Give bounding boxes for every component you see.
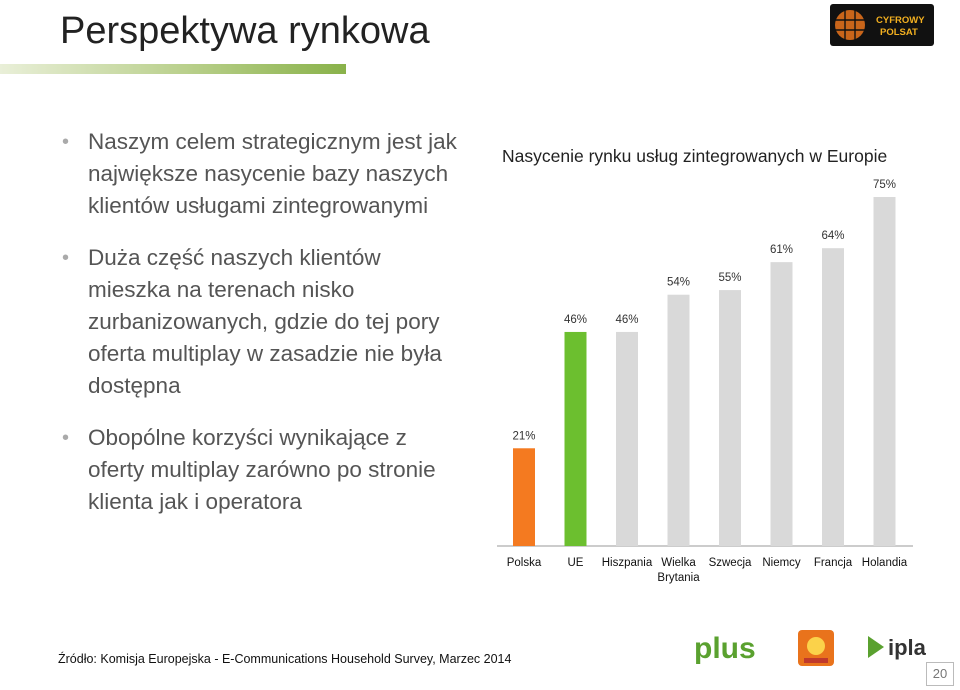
bullet-text: Naszym celem strategicznym jest jak najw… (88, 129, 457, 218)
category-label: UE (568, 557, 584, 569)
plus-logo: plus (694, 632, 756, 665)
data-label: 46% (564, 314, 587, 326)
bullet-text: Duża część naszych klientów mieszka na t… (88, 245, 442, 398)
title-underline (0, 64, 346, 74)
cp-logo-line2: POLSAT (880, 27, 918, 38)
page-number: 20 (926, 662, 954, 686)
category-label: Hiszpania (602, 557, 653, 569)
bar-ue (564, 331, 587, 546)
slide-title: Perspektywa rynkowa (60, 10, 430, 52)
ipla-logo: ipla (866, 632, 930, 662)
chart-title: Nasycenie rynku usług zintegrowanych w E… (502, 146, 888, 166)
bullet-dot-icon: • (62, 427, 70, 449)
bullet-list: • Naszym celem strategicznym jest jak naj… (62, 126, 462, 538)
category-label: Polska (507, 557, 542, 569)
bar-francja (822, 248, 844, 546)
bar-holandia (873, 197, 896, 546)
bullet-item: • Naszym celem strategicznym jest jak naj… (62, 126, 462, 222)
polsat-logo (798, 630, 834, 666)
bar-niemcy (770, 262, 793, 546)
category-label: Francja (814, 557, 853, 569)
bullet-item: • Obopólne korzyści wynikające z oferty m… (62, 422, 462, 518)
data-label: 54% (667, 277, 690, 289)
bar-polska (513, 448, 535, 546)
category-label: Holandia (862, 557, 908, 569)
bar-szwecja (719, 290, 741, 546)
bar-wielka-brytania (667, 294, 690, 546)
category-label: Szwecja (709, 557, 752, 569)
bar-hiszpania (616, 331, 638, 546)
bar-chart: 21% Polska 46% UE 46% Hiszpania 54% Wielka Bryta… (497, 179, 913, 584)
data-label: 21% (512, 430, 535, 442)
bullet-text: Obopólne korzyści wynikające z oferty mu… (88, 425, 436, 514)
bullet-dot-icon: • (62, 247, 70, 269)
bullet-item: • Duża część naszych klientów mieszka na … (62, 242, 462, 402)
data-label: 75% (873, 179, 896, 191)
cyfrowy-polsat-logo: CYFROWY POLSAT (830, 4, 934, 46)
bullet-dot-icon: • (62, 131, 70, 153)
data-label: 46% (615, 314, 638, 326)
category-label: Wielka (661, 557, 696, 569)
data-label: 64% (821, 230, 844, 242)
ipla-logo-text: ipla (888, 635, 927, 660)
cp-logo-line1: CYFROWY (876, 15, 925, 26)
data-label: 55% (718, 272, 741, 284)
category-label: Brytania (657, 572, 700, 584)
data-label: 61% (770, 244, 793, 256)
category-label: Niemcy (762, 557, 801, 569)
source-note: Źródło: Komisja Europejska - E-Communica… (58, 652, 512, 666)
